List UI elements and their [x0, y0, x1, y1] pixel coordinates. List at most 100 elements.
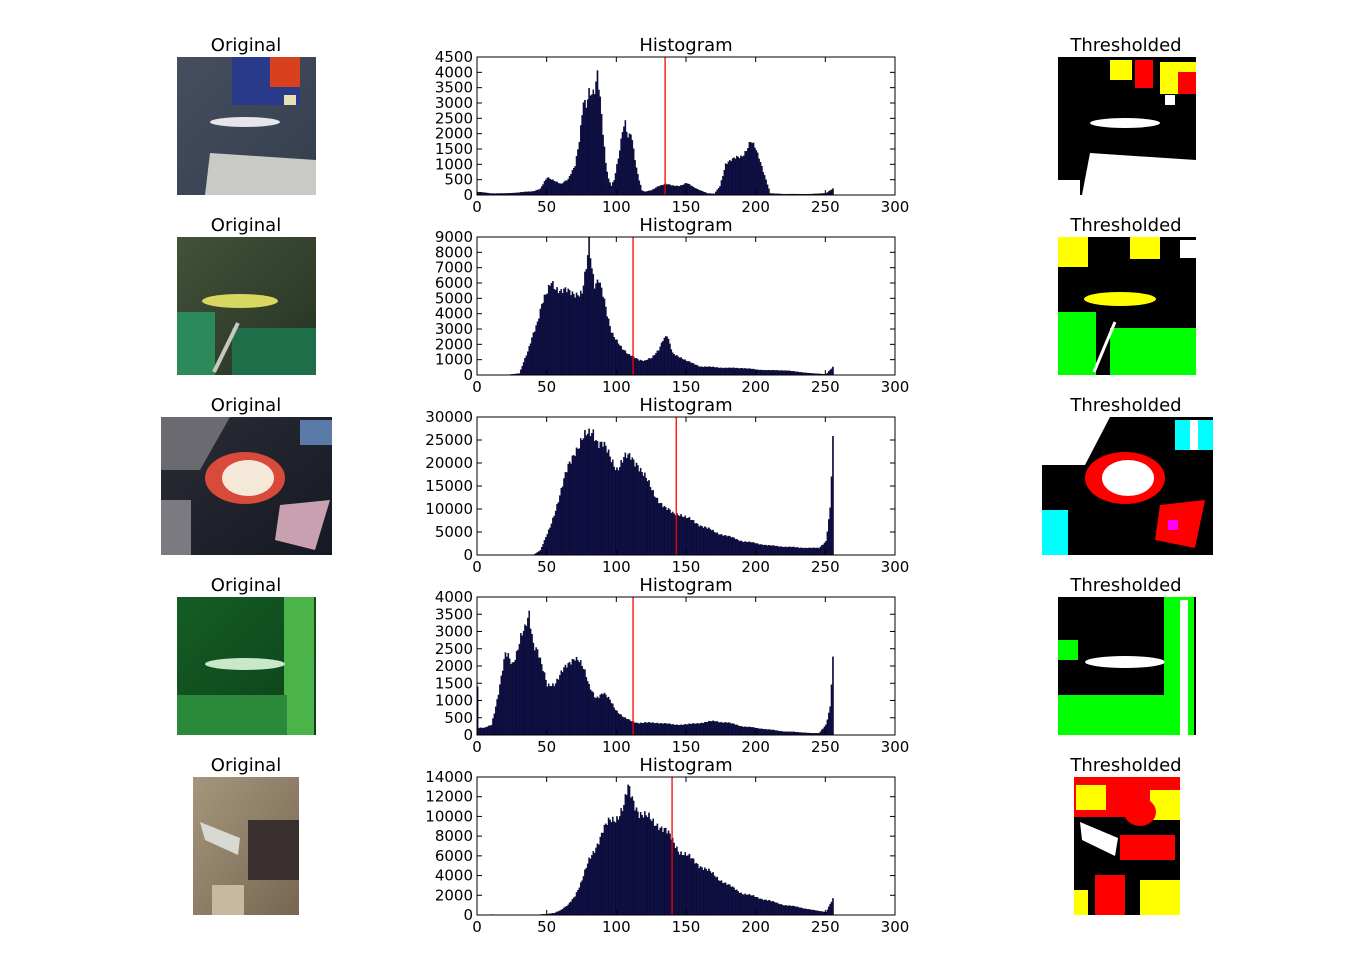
- histogram-bar: [816, 547, 819, 556]
- x-tick-label: 300: [881, 198, 910, 216]
- histogram-bar: [637, 359, 639, 376]
- x-tick-label: 0: [472, 738, 482, 756]
- histogram-bar: [794, 547, 797, 556]
- histogram-bar: [722, 176, 724, 196]
- histogram-bar: [723, 367, 726, 376]
- histogram-bar: [758, 898, 760, 916]
- histogram-bar: [720, 180, 723, 196]
- histogram-bar: [822, 728, 824, 736]
- histogram-bar: [761, 728, 763, 736]
- histogram-bar: [794, 906, 797, 916]
- histogram-bar: [745, 894, 748, 916]
- histogram-bar: [556, 287, 558, 376]
- y-tick-label: 2000: [435, 335, 473, 353]
- histogram-bar: [606, 171, 609, 196]
- histogram-bar: [777, 730, 780, 736]
- histogram-bar: [527, 617, 529, 736]
- histogram-bar: [762, 370, 765, 376]
- histogram-bar: [733, 537, 735, 556]
- original-title: Original: [211, 755, 281, 776]
- histogram-bar: [804, 547, 806, 556]
- histogram-bar: [595, 283, 597, 376]
- histogram-bar: [759, 544, 762, 556]
- histogram-bar: [747, 148, 749, 196]
- histogram-bar: [591, 94, 593, 196]
- histogram-bar: [646, 191, 649, 196]
- histogram-bar: [756, 897, 759, 916]
- histogram-bar: [582, 668, 585, 736]
- histogram-bar: [559, 495, 561, 556]
- histogram-bar: [818, 911, 820, 916]
- histogram-bar: [531, 633, 533, 736]
- histogram-bar: [567, 288, 569, 376]
- histogram-bar: [762, 545, 765, 556]
- histogram-bar: [652, 490, 654, 556]
- histogram-bar: [630, 721, 632, 736]
- histogram-bar: [763, 175, 766, 196]
- histogram-bar: [577, 295, 579, 376]
- y-tick-label: 6000: [435, 847, 473, 865]
- thresholded-image: [1074, 777, 1180, 915]
- histogram-bar: [603, 298, 606, 376]
- histogram-bar: [741, 156, 744, 196]
- x-tick-label: 0: [472, 918, 482, 936]
- histogram-bar: [663, 723, 666, 736]
- histogram-bar: [485, 727, 487, 736]
- histogram-bar: [566, 292, 568, 376]
- histogram-bar: [607, 178, 610, 196]
- histogram-bar: [577, 660, 579, 736]
- histogram-bar: [639, 184, 642, 196]
- thresholded-image: [1042, 417, 1213, 555]
- histogram-bar: [662, 507, 664, 556]
- histogram-bar: [638, 723, 641, 736]
- histogram-bar: [632, 800, 635, 916]
- histogram-bar: [729, 367, 731, 376]
- y-tick-label: 1000: [435, 692, 473, 710]
- histogram-bar: [678, 357, 681, 376]
- histogram-bar: [579, 125, 582, 196]
- y-tick-label: 8000: [435, 243, 473, 261]
- histogram-bar: [637, 465, 639, 556]
- histogram-bar: [659, 502, 661, 556]
- histogram-bar: [563, 907, 565, 916]
- histogram-bar: [829, 903, 831, 916]
- histogram-bar: [670, 512, 673, 556]
- histogram-bar: [602, 694, 604, 736]
- histogram-bar: [542, 184, 544, 196]
- histogram-bar: [731, 367, 734, 376]
- histogram-bar: [678, 854, 681, 916]
- histogram-bar: [581, 293, 583, 376]
- histogram-bar: [592, 692, 595, 736]
- histogram-bar: [752, 895, 755, 916]
- histogram-bar: [697, 863, 699, 916]
- histogram-bar: [768, 188, 770, 196]
- histogram-bar: [770, 901, 773, 916]
- histogram-bar: [656, 722, 659, 736]
- y-tick-label: 15000: [425, 477, 473, 495]
- x-tick-label: 300: [881, 378, 910, 396]
- histogram-bar: [582, 102, 585, 196]
- histogram-bar: [712, 529, 714, 556]
- histogram-bar: [710, 873, 713, 916]
- x-tick-label: 250: [811, 738, 840, 756]
- histogram-bar: [676, 846, 678, 916]
- histogram-bar: [723, 535, 726, 556]
- histogram-bar: [670, 724, 673, 736]
- histogram-bar: [702, 869, 705, 916]
- histogram-bar: [599, 442, 602, 556]
- histogram-bar: [723, 169, 726, 196]
- y-tick-label: 12000: [425, 788, 473, 806]
- histogram-bar: [582, 876, 585, 916]
- histogram-bar: [691, 858, 693, 916]
- histogram-bar: [751, 143, 753, 196]
- histogram-bar: [563, 288, 565, 376]
- histogram-bar: [727, 161, 730, 196]
- histogram-bar: [788, 370, 791, 376]
- histogram-bar: [588, 88, 590, 196]
- histogram-bar: [797, 906, 799, 916]
- histogram-bar: [578, 296, 581, 376]
- histogram-bar: [745, 150, 748, 196]
- histogram-bar: [648, 721, 650, 736]
- histogram-bar: [717, 880, 720, 916]
- histogram-bar: [642, 475, 645, 556]
